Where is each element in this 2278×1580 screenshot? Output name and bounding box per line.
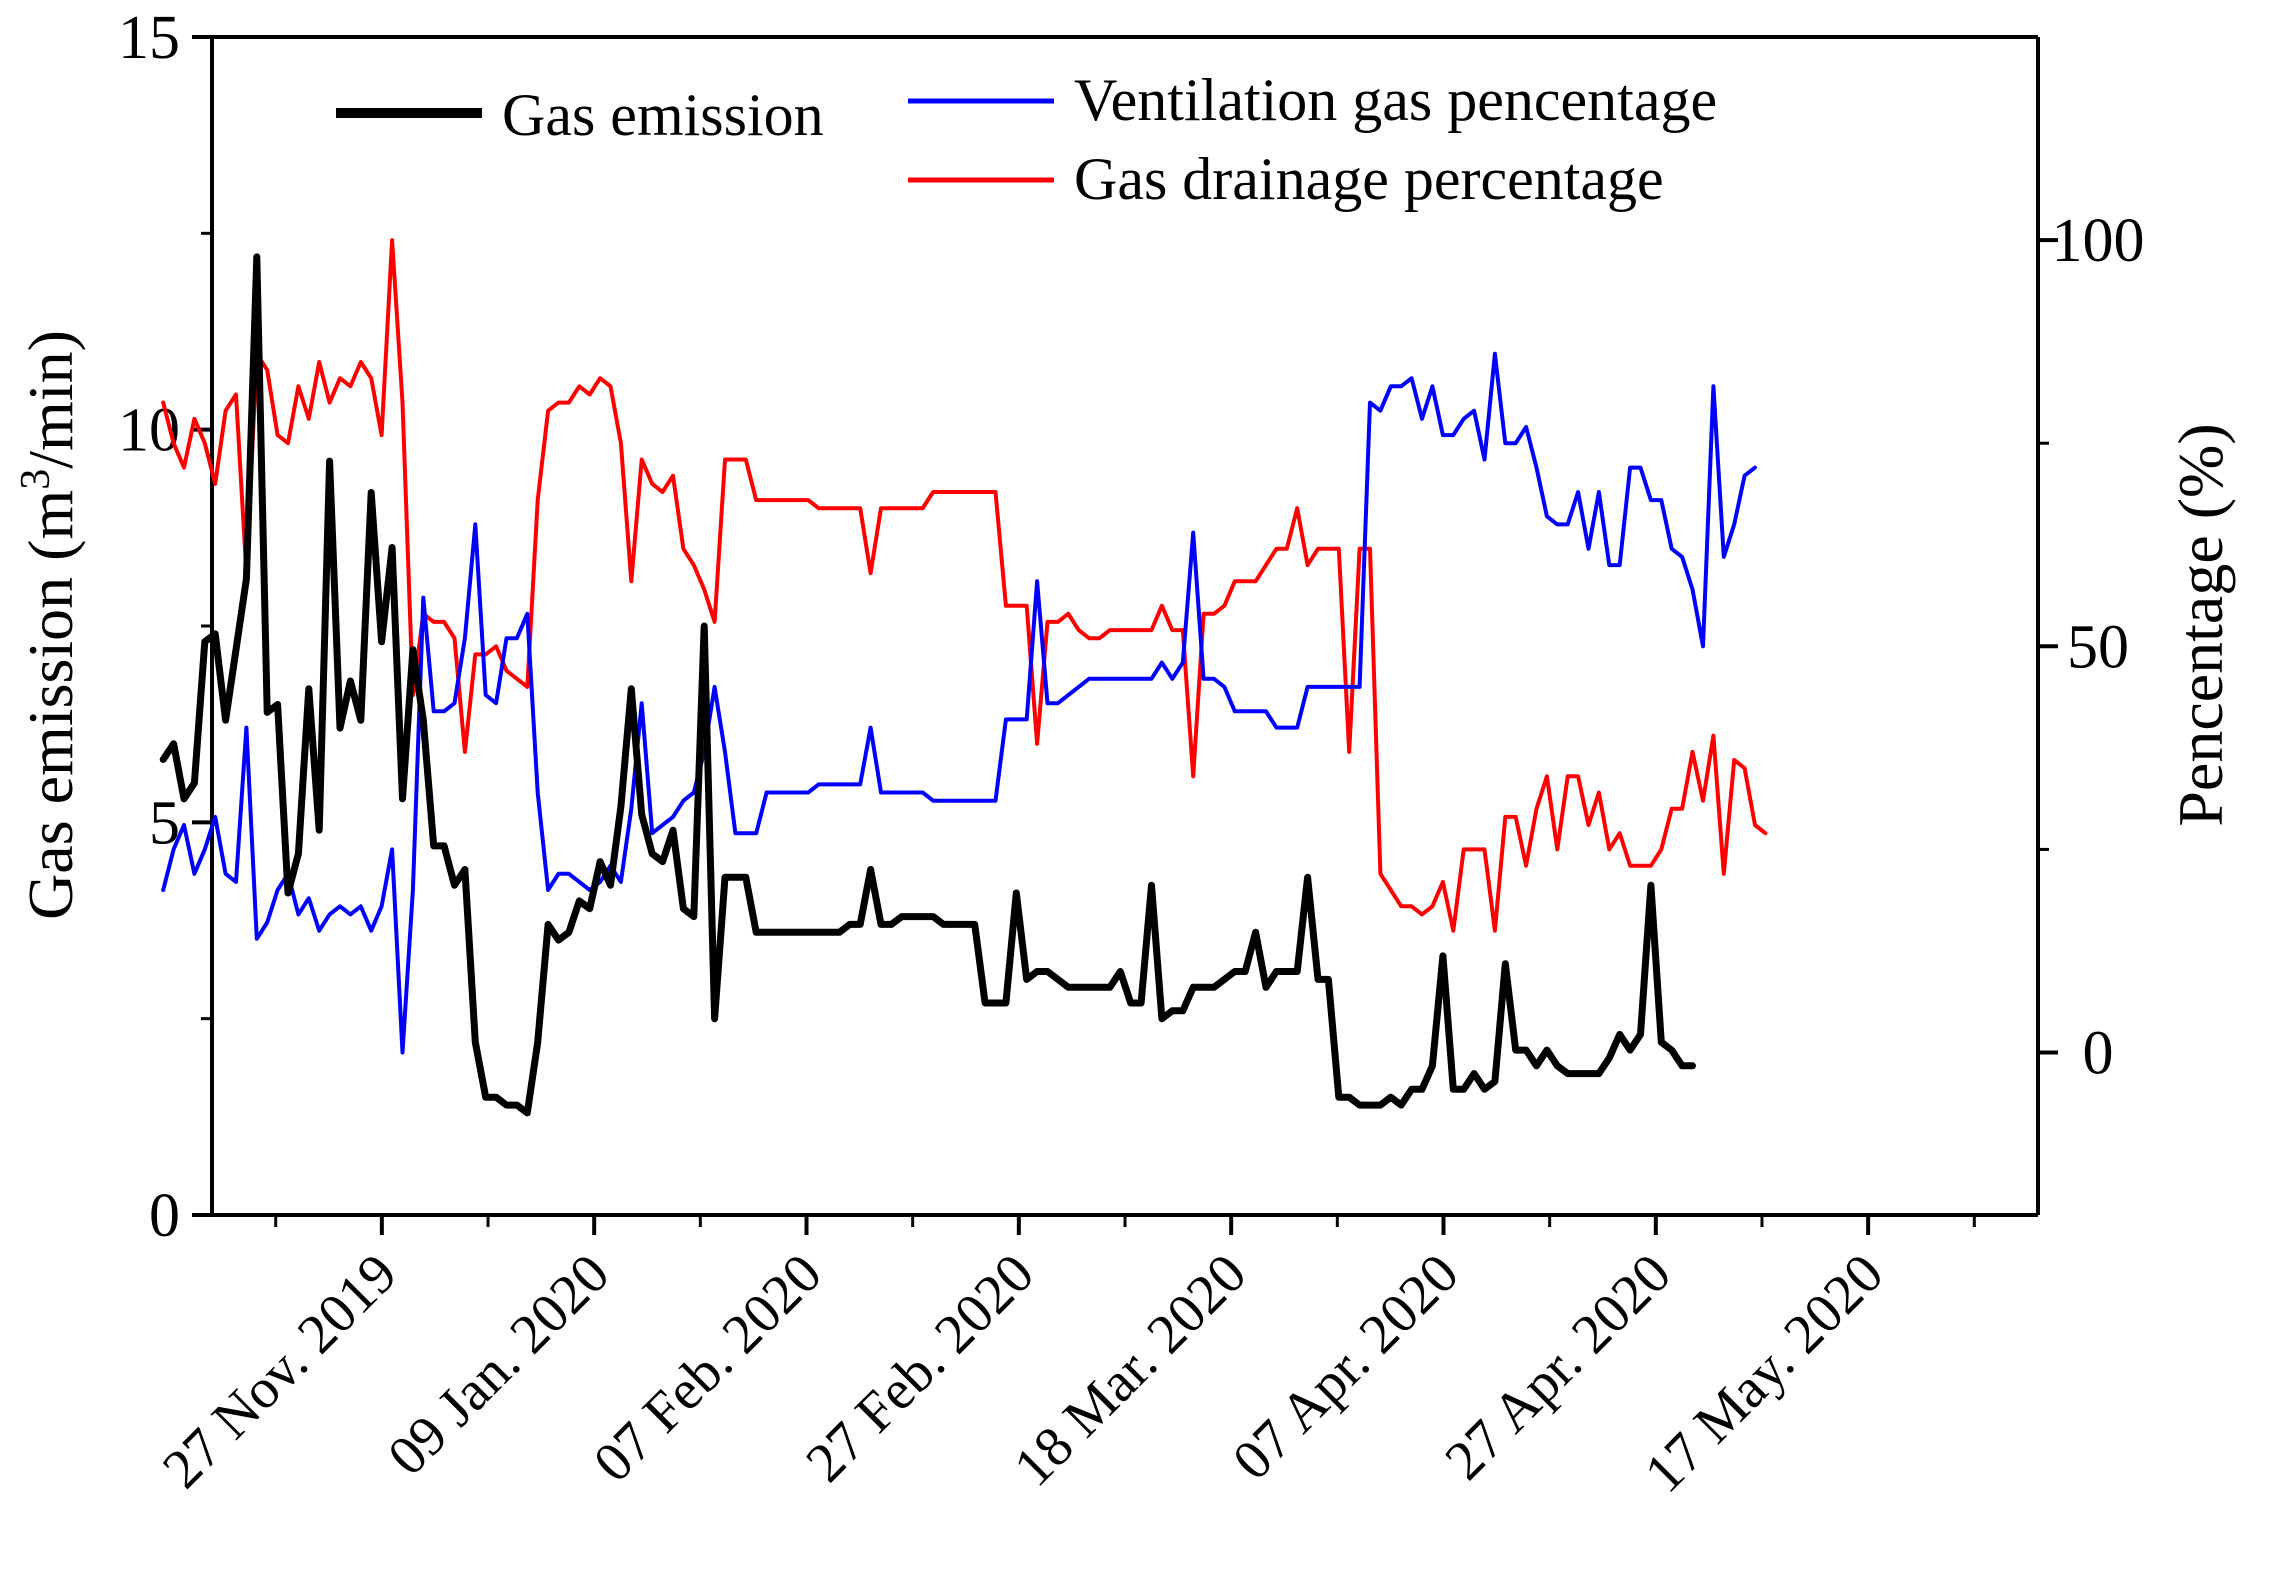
series-layer [159, 238, 1768, 1117]
legend: Gas emission Ventilation gas pencentage … [336, 67, 1717, 212]
y-left-tick-label: 0 [149, 1182, 180, 1250]
plot-frame [210, 35, 2040, 1217]
legend-label-gas-emission: Gas emission [502, 82, 824, 148]
y-right-tick-label: 0 [2083, 1020, 2114, 1088]
y-axis-left-title-unit: /min) [15, 330, 86, 469]
y-axis-left-title-superscript: 3 [13, 469, 59, 490]
x-tick-label: 07 Feb. 2020 [582, 1242, 834, 1494]
series-line-ventilation-gas-pencentage [161, 351, 1757, 1055]
y-right-tick-label: 50 [2067, 613, 2129, 681]
y-axis-right-title: Pencentage (%) [2165, 423, 2236, 826]
series-line-gas-emission [159, 253, 1696, 1117]
legend-label-drainage: Gas drainage percentage [1074, 146, 1664, 212]
x-tick-label: 07 Apr. 2020 [1221, 1242, 1471, 1492]
y-axis-left-title-main: Gas emission (m [15, 490, 86, 920]
y-left-tick-label: 15 [118, 4, 180, 72]
x-tick-label: 18 Mar. 2020 [1002, 1242, 1258, 1498]
legend-label-ventilation: Ventilation gas pencentage [1074, 67, 1717, 133]
y-axis-left-title: Gas emission (m3/min) [13, 330, 86, 920]
right-axis-ticks: 0 50 100 [2038, 207, 2145, 1088]
y-right-tick-label: 100 [2052, 207, 2145, 275]
series-line-gas-drainage-percentage [161, 238, 1768, 933]
x-tick-label: 27 Nov. 2019 [151, 1242, 409, 1500]
